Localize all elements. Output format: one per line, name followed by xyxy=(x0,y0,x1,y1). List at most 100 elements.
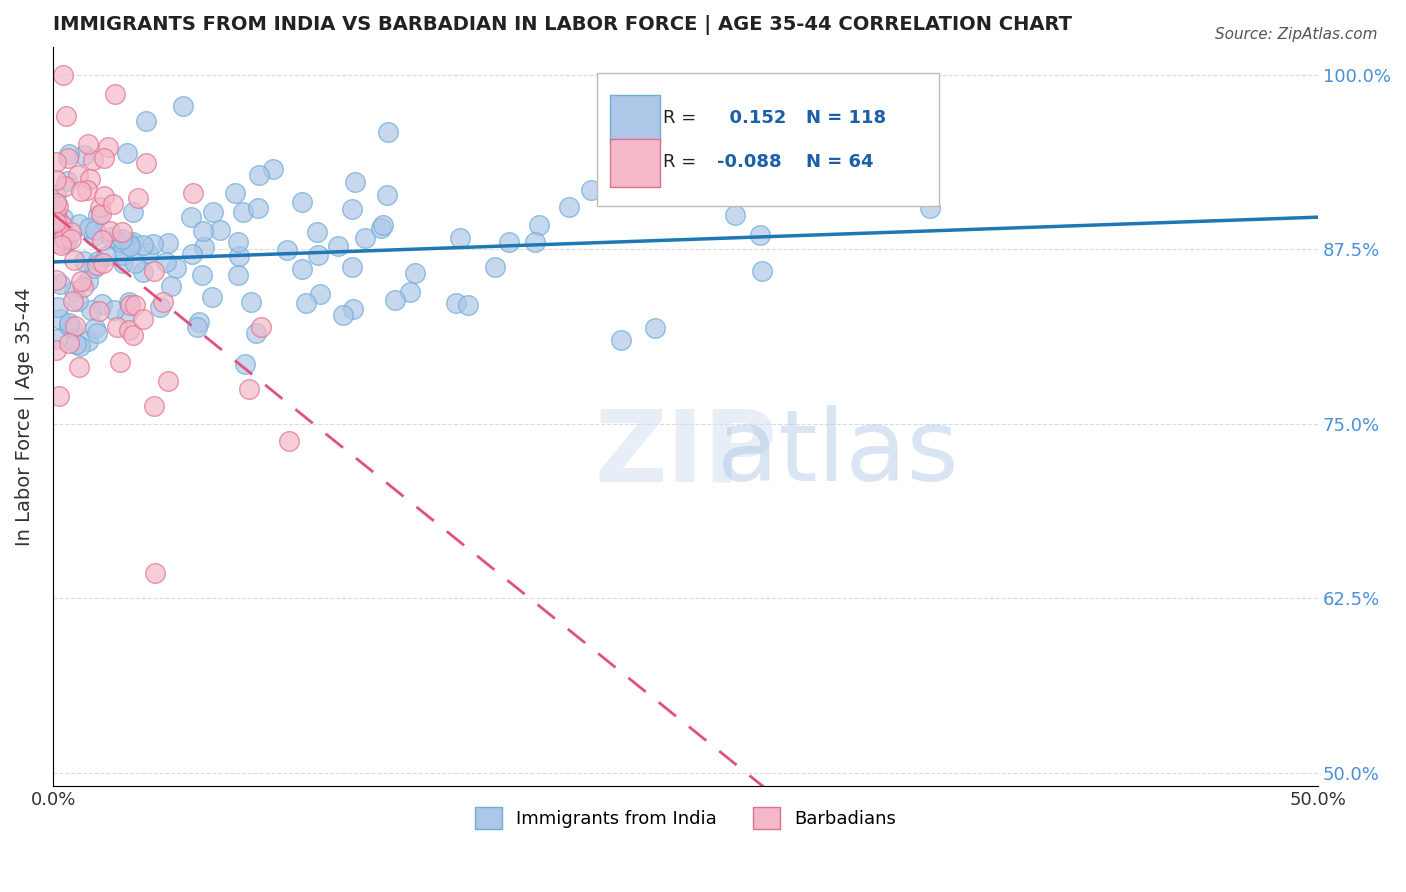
Barbadians xyxy=(53,230,76,244)
Barbadians xyxy=(63,318,86,333)
Immigrants from India xyxy=(131,238,153,252)
Immigrants from India xyxy=(307,225,329,239)
Immigrants from India xyxy=(111,231,134,245)
Immigrants from India xyxy=(60,321,83,335)
Immigrants from India xyxy=(67,294,90,309)
Immigrants from India xyxy=(449,231,471,245)
Barbadians xyxy=(76,183,98,197)
Barbadians xyxy=(58,152,80,166)
Barbadians xyxy=(91,256,114,270)
Barbadians xyxy=(52,68,75,82)
Immigrants from India xyxy=(111,255,134,269)
Immigrants from India xyxy=(132,265,155,279)
Immigrants from India xyxy=(149,300,172,314)
Barbadians xyxy=(45,343,67,358)
Immigrants from India xyxy=(444,295,467,310)
Immigrants from India xyxy=(48,277,70,292)
Text: N = 64: N = 64 xyxy=(806,153,873,171)
Immigrants from India xyxy=(84,223,107,237)
Immigrants from India xyxy=(166,261,188,276)
Immigrants from India xyxy=(751,264,773,278)
Immigrants from India xyxy=(73,148,96,162)
Barbadians xyxy=(110,225,132,239)
Immigrants from India xyxy=(58,316,80,330)
Immigrants from India xyxy=(291,261,314,276)
Barbadians xyxy=(49,237,72,252)
Barbadians xyxy=(48,389,70,403)
Barbadians xyxy=(143,566,166,581)
Barbadians xyxy=(238,382,260,396)
Immigrants from India xyxy=(291,194,314,209)
Text: 0.152: 0.152 xyxy=(717,109,787,127)
Text: IMMIGRANTS FROM INDIA VS BARBADIAN IN LABOR FORCE | AGE 35-44 CORRELATION CHART: IMMIGRANTS FROM INDIA VS BARBADIAN IN LA… xyxy=(53,15,1073,35)
Immigrants from India xyxy=(108,235,131,250)
Immigrants from India xyxy=(245,326,267,341)
Barbadians xyxy=(181,186,204,200)
Immigrants from India xyxy=(121,205,143,219)
Immigrants from India xyxy=(45,188,67,202)
Barbadians xyxy=(48,199,70,213)
Immigrants from India xyxy=(76,334,98,348)
Barbadians xyxy=(97,140,120,154)
Immigrants from India xyxy=(208,223,231,237)
Barbadians xyxy=(152,295,174,310)
Barbadians xyxy=(58,336,80,351)
Immigrants from India xyxy=(342,301,364,316)
Barbadians xyxy=(79,172,101,186)
Immigrants from India xyxy=(86,326,108,340)
Immigrants from India xyxy=(52,211,75,225)
Immigrants from India xyxy=(377,188,399,202)
Barbadians xyxy=(45,195,67,210)
Immigrants from India xyxy=(124,255,146,269)
Immigrants from India xyxy=(377,125,399,139)
Immigrants from India xyxy=(65,337,87,351)
Barbadians xyxy=(101,196,124,211)
Immigrants from India xyxy=(112,248,135,262)
Immigrants from India xyxy=(498,235,520,249)
Immigrants from India xyxy=(226,235,249,249)
Barbadians xyxy=(70,274,93,288)
Barbadians xyxy=(90,207,112,221)
Immigrants from India xyxy=(527,218,550,232)
Immigrants from India xyxy=(77,220,100,235)
Immigrants from India xyxy=(136,245,159,260)
Barbadians xyxy=(72,279,94,293)
Barbadians xyxy=(86,258,108,272)
Immigrants from India xyxy=(90,296,112,310)
Immigrants from India xyxy=(142,237,165,252)
Immigrants from India xyxy=(226,268,249,282)
Text: R =: R = xyxy=(662,109,696,127)
Immigrants from India xyxy=(115,146,138,161)
Immigrants from India xyxy=(180,211,202,225)
Barbadians xyxy=(53,178,76,193)
Barbadians xyxy=(91,234,114,248)
Immigrants from India xyxy=(58,318,80,333)
Immigrants from India xyxy=(94,248,117,262)
Barbadians xyxy=(89,304,111,318)
Immigrants from India xyxy=(579,183,602,197)
Immigrants from India xyxy=(191,268,214,282)
Immigrants from India xyxy=(186,319,208,334)
Text: R =: R = xyxy=(662,153,696,171)
Immigrants from India xyxy=(63,284,86,298)
Immigrants from India xyxy=(340,202,363,216)
Barbadians xyxy=(45,236,67,251)
Barbadians xyxy=(117,323,139,337)
Barbadians xyxy=(250,319,273,334)
Immigrants from India xyxy=(724,209,747,223)
Immigrants from India xyxy=(233,357,256,371)
Immigrants from India xyxy=(87,208,110,222)
Immigrants from India xyxy=(52,223,75,237)
Barbadians xyxy=(60,225,83,239)
Barbadians xyxy=(51,218,73,232)
Immigrants from India xyxy=(295,296,318,310)
Text: atlas: atlas xyxy=(717,405,959,502)
Immigrants from India xyxy=(749,228,772,243)
Barbadians xyxy=(70,184,93,198)
Immigrants from India xyxy=(83,229,105,244)
Immigrants from India xyxy=(172,98,194,112)
Immigrants from India xyxy=(87,253,110,268)
Immigrants from India xyxy=(308,287,330,301)
Immigrants from India xyxy=(370,220,392,235)
Text: N = 118: N = 118 xyxy=(806,109,886,127)
